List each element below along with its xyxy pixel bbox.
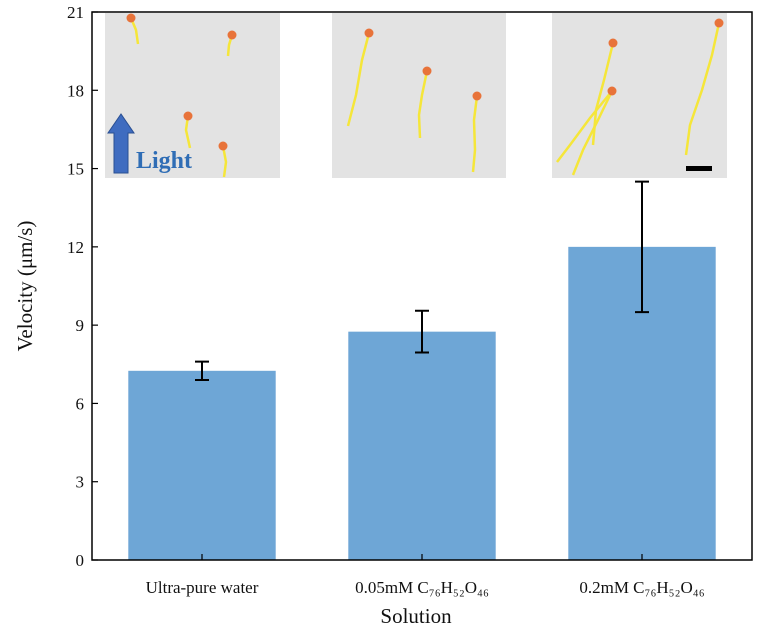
bar <box>348 331 496 560</box>
scale-bar <box>686 166 712 171</box>
insets: Light <box>105 13 727 178</box>
annotation: Light <box>136 148 192 174</box>
y-tick-label: 0 <box>76 551 85 570</box>
y-tick-label: 15 <box>67 160 84 179</box>
error-bar <box>415 309 429 354</box>
light-arrow <box>107 113 135 174</box>
y-tick-label: 12 <box>67 238 84 257</box>
inset-image <box>105 13 280 178</box>
x-tick-label: 0.05mM C₇₆H₅₂O₄₆ <box>355 578 489 597</box>
y-tick-label: 9 <box>76 316 85 335</box>
y-axis-label: Velocity (μm/s) <box>13 221 37 352</box>
y-tick-label: 21 <box>67 3 84 22</box>
error-bar <box>195 360 209 381</box>
y-tick-label: 18 <box>67 81 84 100</box>
particles <box>126 13 724 151</box>
x-tick-label: Ultra-pure water <box>146 578 259 597</box>
x-tick-label: 0.2mM C₇₆H₅₂O₄₆ <box>579 578 704 597</box>
y-tick-label: 6 <box>76 394 85 413</box>
x-axis-label: Solution <box>380 604 452 628</box>
plot-frame <box>91 11 753 561</box>
y-tick-label: 3 <box>76 473 85 492</box>
inset-image <box>552 13 727 178</box>
error-bar <box>635 180 649 314</box>
bar <box>128 370 276 560</box>
